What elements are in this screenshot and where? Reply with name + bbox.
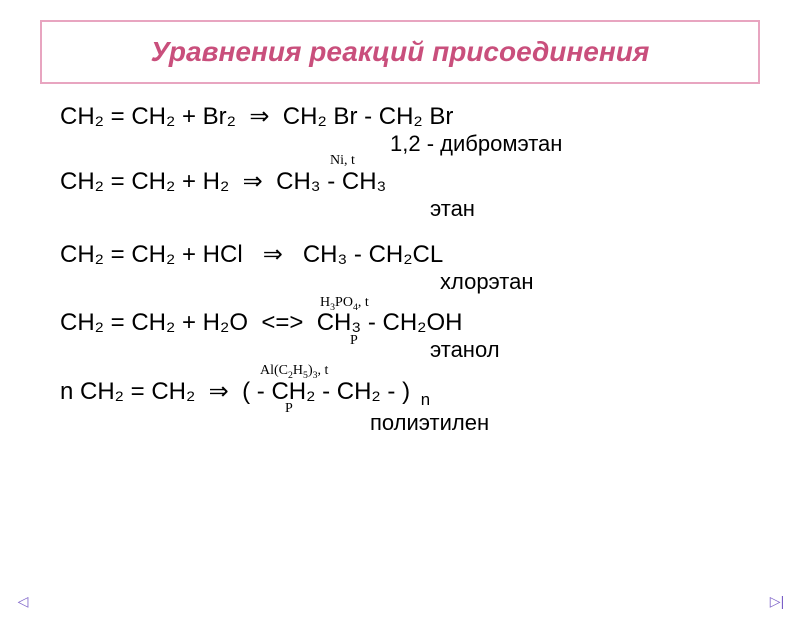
eq3-arrow: ⇒ xyxy=(263,241,283,268)
eq2-arrow: ⇒ xyxy=(243,168,263,195)
next-button[interactable]: ▷| xyxy=(766,590,788,612)
eq2-catalyst: Ni, t xyxy=(330,153,355,169)
eq3-left: CH₂ = CH₂ + HCl xyxy=(60,241,243,268)
eq5-pressure: P xyxy=(285,401,293,417)
equation-1: CH₂ = CH₂ + Br₂ ⇒ CH₂ Br - CH₂ Br 1,2 - … xyxy=(60,102,740,157)
eq5-suffix: n xyxy=(421,390,430,409)
eq2-label: этан xyxy=(60,196,740,222)
slide-title-box: Уравнения реакций присоединения xyxy=(40,20,760,84)
eq1-label: 1,2 - дибромэтан xyxy=(60,131,740,157)
equations-content: CH₂ = CH₂ + Br₂ ⇒ CH₂ Br - CH₂ Br 1,2 - … xyxy=(0,102,800,436)
slide-title: Уравнения реакций присоединения xyxy=(151,36,650,67)
equation-3: CH₂ = CH₂ + HCl ⇒ CH₃ - CH₂CL хлорэтан xyxy=(60,240,740,295)
eq4-catalyst: H3PO4, t xyxy=(320,295,369,313)
eq5-label: полиэтилен xyxy=(60,410,740,436)
eq1-left: CH₂ = CH₂ + Br₂ xyxy=(60,103,236,130)
chevron-left-icon: ◁ xyxy=(18,593,29,610)
eq1-right: CH₂ Br - CH₂ Br xyxy=(283,103,454,130)
prev-button[interactable]: ◁ xyxy=(12,590,34,612)
equation-2: Ni, t CH₂ = CH₂ + H₂ ⇒ CH₃ - CH₃ этан xyxy=(60,167,740,222)
eq4-arrow: <=> xyxy=(261,309,303,336)
eq2-left: CH₂ = CH₂ + H₂ xyxy=(60,168,229,195)
eq5-arrow: ⇒ xyxy=(209,378,229,405)
nav-bar: ◁ ▷| xyxy=(0,590,800,612)
eq5-right: ( - CH₂ - CH₂ - ) xyxy=(242,378,410,405)
equation-4: H3PO4, t P CH₂ = CH₂ + H₂O <=> CH₃ - CH₂… xyxy=(60,309,740,363)
equation-5: Al(C2H5)3, t P n CH₂ = CH₂ ⇒ ( - CH₂ - C… xyxy=(60,377,740,436)
eq5-catalyst: Al(C2H5)3, t xyxy=(260,363,328,381)
eq3-label: хлорэтан xyxy=(60,269,740,295)
chevron-right-end-icon: ▷| xyxy=(770,593,784,610)
eq1-arrow: ⇒ xyxy=(249,103,269,130)
eq4-right: CH₃ - CH₂OH xyxy=(317,309,463,336)
eq4-pressure: P xyxy=(350,333,358,349)
eq3-right: CH₃ - CH₂CL xyxy=(303,241,443,268)
eq4-label: этанол xyxy=(60,337,740,363)
eq5-left: n CH₂ = CH₂ xyxy=(60,378,195,405)
eq2-right: CH₃ - CH₃ xyxy=(276,168,386,195)
eq4-left: CH₂ = CH₂ + H₂O xyxy=(60,309,248,336)
